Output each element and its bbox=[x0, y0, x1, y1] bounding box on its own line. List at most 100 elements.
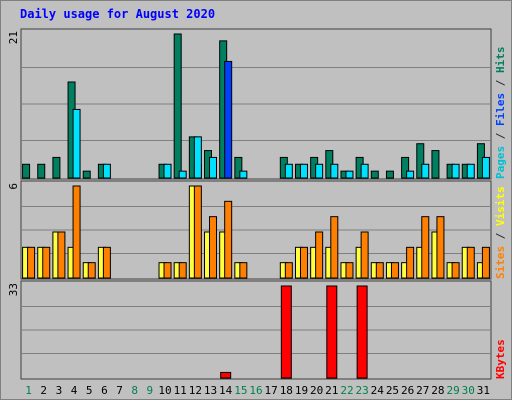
x-tick-label: 4 bbox=[71, 384, 78, 397]
panel-visits-sites: 6 Sites / Visits bbox=[7, 180, 507, 280]
x-tick-label: 31 bbox=[477, 384, 490, 397]
y-max-label: 33 bbox=[7, 283, 20, 296]
bar-sites-day-19 bbox=[299, 246, 308, 279]
bar-sites-day-1 bbox=[27, 246, 36, 279]
bar-sites-day-31 bbox=[481, 246, 490, 279]
bar-sites-day-21 bbox=[330, 216, 339, 279]
x-tick-label: 1 bbox=[25, 384, 32, 397]
x-tick-label: 27 bbox=[416, 384, 429, 397]
x-tick-label: 25 bbox=[386, 384, 399, 397]
bar-sites-day-30 bbox=[466, 246, 475, 279]
x-tick-label: 30 bbox=[462, 384, 475, 397]
bar-hits-day-1 bbox=[22, 163, 31, 179]
x-tick-label: 11 bbox=[174, 384, 187, 397]
x-tick-label: 15 bbox=[234, 384, 247, 397]
bar-pages-day-12 bbox=[193, 136, 202, 179]
x-tick-label: 20 bbox=[310, 384, 323, 397]
bar-sites-day-28 bbox=[436, 216, 445, 279]
bar-hits-day-3 bbox=[52, 156, 61, 179]
x-tick-label: 5 bbox=[86, 384, 93, 397]
legend-kbytes-label: KBytes bbox=[494, 339, 507, 379]
bar-sites-day-25 bbox=[390, 262, 399, 279]
legend-hits-label: Hits bbox=[494, 47, 507, 74]
x-axis-labels: 1 2 3 4 5 6 7 8 9 10 11 12 13 14 15 16 17 18 19 20 21 22 23 24 2… bbox=[25, 384, 490, 397]
x-tick-label: 23 bbox=[356, 384, 369, 397]
bar-hits-day-5 bbox=[82, 170, 91, 179]
bar-sites-day-15 bbox=[239, 262, 248, 279]
x-tick-label: 19 bbox=[295, 384, 308, 397]
bar-pages-day-26 bbox=[406, 170, 415, 179]
x-tick-label: 9 bbox=[147, 384, 154, 397]
bar-sites-day-27 bbox=[421, 216, 430, 279]
bar-sites-day-18 bbox=[284, 262, 293, 279]
bar-pages-day-13 bbox=[209, 156, 218, 179]
legend-pages-label: Pages bbox=[494, 146, 507, 179]
bar-pages-day-10 bbox=[163, 163, 172, 179]
x-tick-label: 26 bbox=[401, 384, 414, 397]
bar-pages-day-30 bbox=[466, 163, 475, 179]
legend--label: / bbox=[494, 226, 507, 246]
x-tick-label: 6 bbox=[101, 384, 108, 397]
bar-hits-day-11 bbox=[173, 33, 182, 179]
bar-hits-day-2 bbox=[37, 163, 46, 179]
legend-sites-label: Sites bbox=[494, 246, 507, 279]
series-legend: Sites / Visits bbox=[494, 186, 507, 279]
bar-sites-day-5 bbox=[87, 262, 96, 279]
bar-sites-day-10 bbox=[163, 262, 172, 279]
bar-pages-day-22 bbox=[345, 170, 354, 179]
x-tick-label: 12 bbox=[189, 384, 202, 397]
bar-sites-day-26 bbox=[406, 246, 415, 279]
bar-pages-day-6 bbox=[102, 163, 111, 179]
x-tick-label: 7 bbox=[116, 384, 123, 397]
x-tick-label: 3 bbox=[56, 384, 63, 397]
bar-sites-day-4 bbox=[72, 185, 81, 279]
bar-files-day-14 bbox=[224, 60, 233, 179]
bar-sites-day-24 bbox=[375, 262, 384, 279]
bar-sites-day-6 bbox=[102, 246, 111, 279]
chart-panels: 21 Pages / Files / Hits 6 Sites / Visits 33 K… bbox=[7, 28, 507, 380]
bar-pages-day-11 bbox=[178, 170, 187, 179]
bar-sites-day-20 bbox=[315, 231, 324, 279]
bar-hits-day-15 bbox=[234, 156, 243, 179]
bar-kbytes-day-14 bbox=[220, 371, 232, 379]
legend--label: / bbox=[494, 73, 507, 93]
bar-pages-day-29 bbox=[451, 163, 460, 179]
chart-title: Daily usage for August 2020 bbox=[20, 7, 215, 21]
x-tick-label: 14 bbox=[219, 384, 233, 397]
bar-hits-day-25 bbox=[385, 170, 394, 179]
bar-sites-day-22 bbox=[345, 262, 354, 279]
legend-visits-label: Visits bbox=[494, 186, 507, 226]
x-tick-label: 29 bbox=[446, 384, 459, 397]
bar-hits-day-28 bbox=[431, 150, 440, 179]
bar-kbytes-day-21 bbox=[326, 285, 338, 379]
x-tick-label: 18 bbox=[280, 384, 293, 397]
x-tick-label: 13 bbox=[204, 384, 217, 397]
bar-sites-day-12 bbox=[193, 185, 202, 279]
bar-kbytes-day-23 bbox=[356, 285, 368, 379]
x-tick-label: 2 bbox=[40, 384, 47, 397]
bar-pages-day-21 bbox=[330, 163, 339, 179]
bar-kbytes-day-18 bbox=[280, 285, 292, 379]
x-tick-label: 21 bbox=[325, 384, 338, 397]
series-kbytes bbox=[220, 285, 368, 379]
series-pages bbox=[72, 108, 490, 179]
bar-sites-day-29 bbox=[451, 262, 460, 279]
x-tick-label: 24 bbox=[371, 384, 385, 397]
bar-sites-day-13 bbox=[209, 216, 218, 279]
bar-sites-day-14 bbox=[224, 200, 233, 279]
bar-sites-day-11 bbox=[178, 262, 187, 279]
legend-files-label: Files bbox=[494, 93, 507, 126]
bar-sites-day-3 bbox=[57, 231, 66, 279]
bar-pages-day-15 bbox=[239, 170, 248, 179]
series-legend: KBytes bbox=[494, 339, 507, 379]
x-tick-label: 10 bbox=[158, 384, 171, 397]
bar-pages-day-19 bbox=[299, 163, 308, 179]
bar-hits-day-26 bbox=[401, 156, 410, 179]
panel-kbytes: 33 KBytes bbox=[7, 280, 507, 380]
x-tick-label: 17 bbox=[265, 384, 278, 397]
bar-hits-day-24 bbox=[370, 170, 379, 179]
bar-pages-day-4 bbox=[72, 108, 81, 179]
legend--label: / bbox=[494, 126, 507, 146]
